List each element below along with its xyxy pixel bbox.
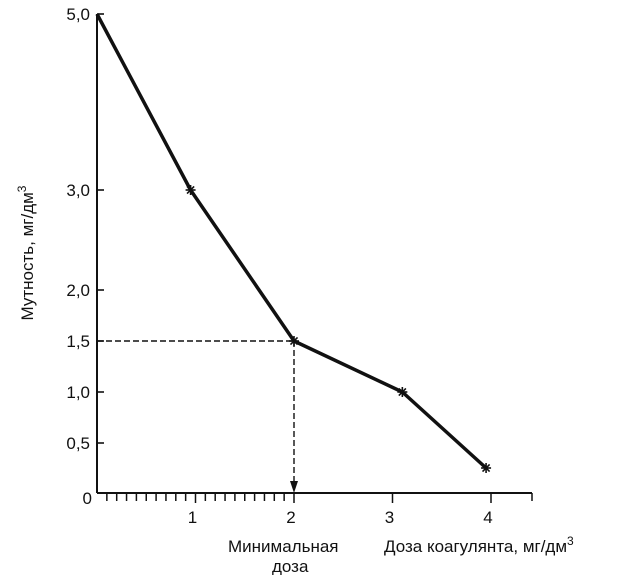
y-tick-label: 0 (83, 489, 92, 508)
y-tick-label: 0,5 (66, 434, 90, 453)
axes (96, 13, 533, 503)
x-axis-title: Доза коагулянта, мг/дм3 (384, 534, 574, 556)
min-dose-label-2: доза (272, 557, 309, 575)
y-tick-label: 3,0 (66, 181, 90, 200)
y-axis-title-sup: 3 (15, 185, 29, 192)
y-axis-title: Мутность, мг/дм3 (15, 185, 37, 320)
min-dose-label: Минимальная (228, 537, 339, 556)
marker-stroke (398, 387, 407, 397)
marker-stroke (289, 336, 299, 346)
y-tick-label: 1,0 (66, 383, 90, 402)
x-tick-label: 4 (483, 508, 492, 527)
data-point-marker (289, 336, 299, 346)
marker-stroke (186, 185, 195, 195)
data-point-marker (397, 387, 408, 397)
min-dose-annotation (97, 340, 298, 493)
data-point-marker (481, 463, 492, 473)
marker-stroke (481, 463, 491, 473)
data-point-marker (185, 185, 196, 195)
min-dose-arrowhead (290, 481, 298, 493)
x-tick-label: 3 (385, 508, 394, 527)
labels: 0 0,5 1,0 1,5 2,0 3,0 5,0 1 2 3 4 Мутность, мг/дм3 Д… (15, 5, 574, 575)
series-layer (95, 13, 492, 473)
x-tick-label: 1 (188, 508, 197, 527)
y-tick-label: 1,5 (66, 332, 90, 351)
turbidity-line (95, 13, 488, 470)
x-tick-label: 2 (286, 508, 295, 527)
y-tick-label: 2,0 (66, 281, 90, 300)
y-tick-label: 5,0 (66, 5, 90, 24)
x-axis-title-sup: 3 (567, 534, 574, 548)
